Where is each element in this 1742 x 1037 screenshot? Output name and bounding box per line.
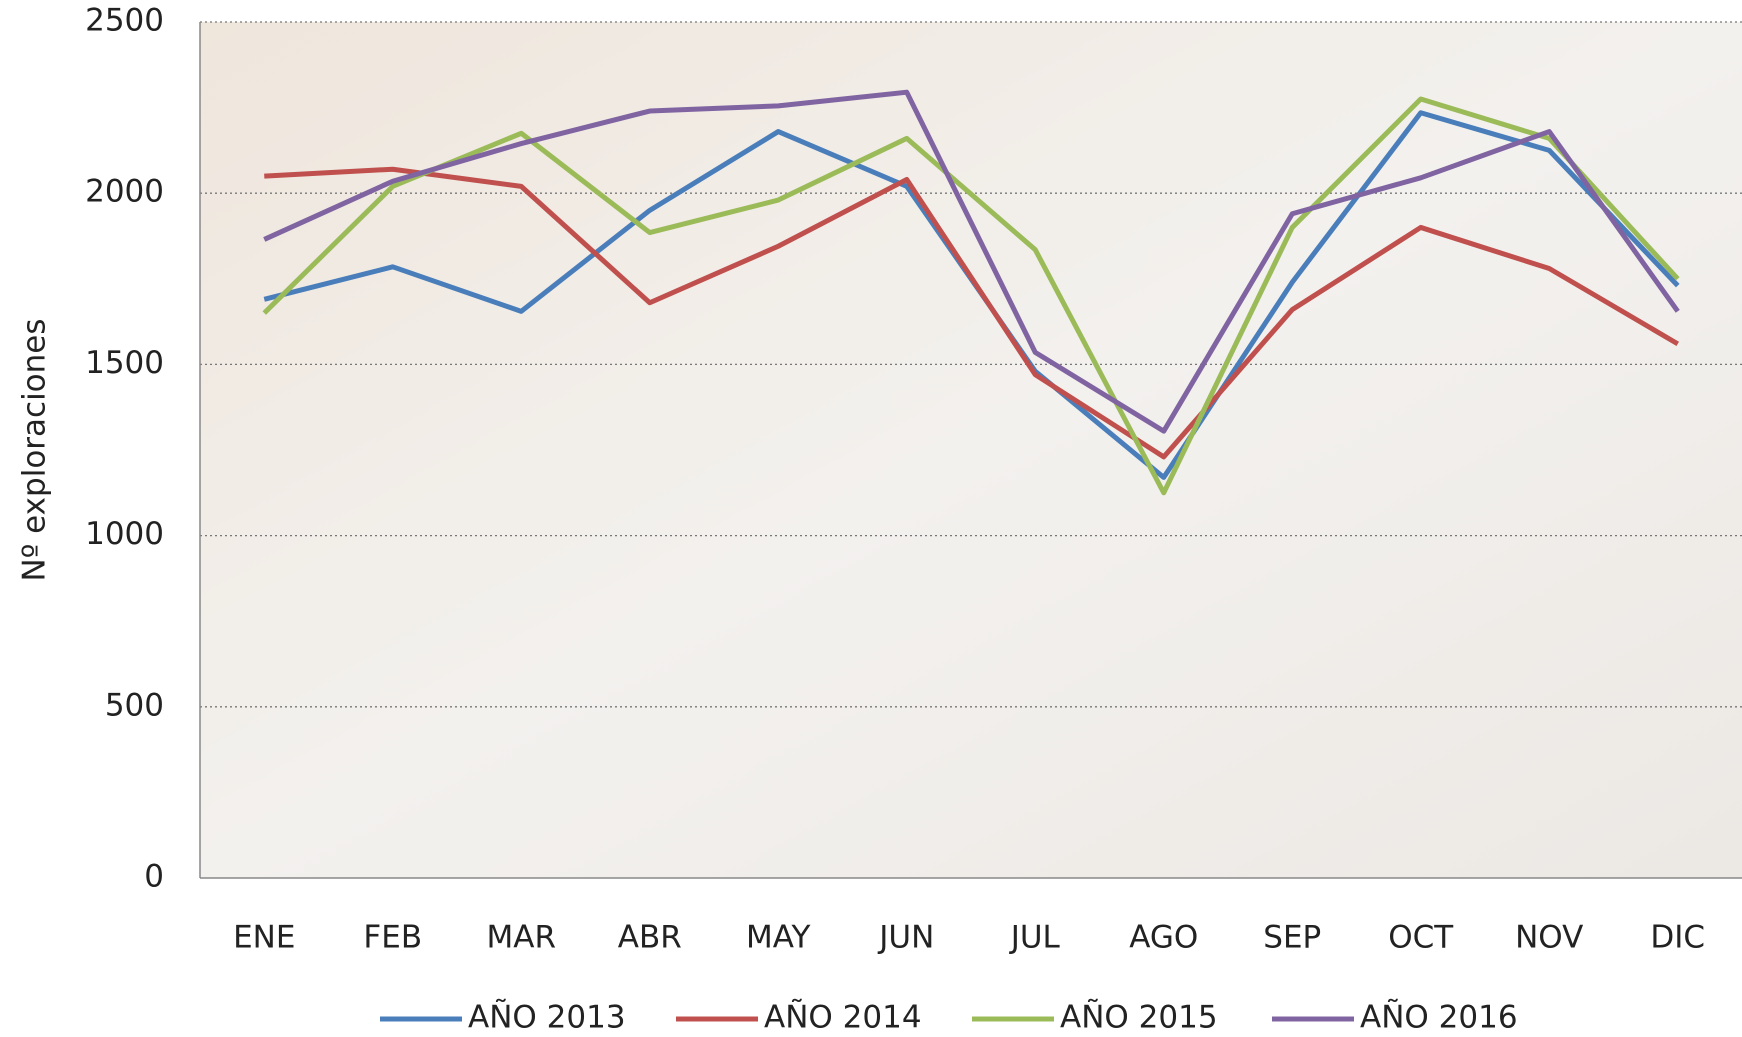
legend-label: AÑO 2014 <box>764 1000 922 1036</box>
y-tick-label: 2500 <box>85 3 164 39</box>
x-tick-label: OCT <box>1388 920 1454 956</box>
x-tick-label: MAY <box>746 920 811 956</box>
legend-label: AÑO 2015 <box>1060 1000 1218 1036</box>
series-line <box>263 89 1680 434</box>
x-tick-label: MAR <box>487 920 557 956</box>
x-tick-label: SEP <box>1263 920 1321 956</box>
series-line <box>264 166 1680 460</box>
x-tick-label: ABR <box>618 920 682 956</box>
x-tick-label: JUN <box>877 920 934 956</box>
x-tick-label: NOV <box>1515 920 1583 956</box>
x-tick-label: ENE <box>233 920 295 956</box>
series-line <box>262 96 1680 496</box>
x-tick-label: DIC <box>1650 920 1705 956</box>
y-tick-label: 2000 <box>85 174 164 210</box>
plot-background <box>200 22 1742 878</box>
x-tick-label: AGO <box>1129 920 1198 956</box>
legend-label: AÑO 2016 <box>1360 1000 1518 1036</box>
y-tick-label: 0 <box>144 859 164 895</box>
legend-label: AÑO 2013 <box>468 1000 626 1036</box>
x-tick-label: JUL <box>1009 920 1061 956</box>
y-axis-label: Nº exploraciones <box>17 318 53 581</box>
x-tick-label: FEB <box>363 920 422 956</box>
y-tick-label: 1500 <box>85 345 164 381</box>
y-tick-label: 1000 <box>85 516 164 552</box>
y-tick-label: 500 <box>105 687 164 723</box>
